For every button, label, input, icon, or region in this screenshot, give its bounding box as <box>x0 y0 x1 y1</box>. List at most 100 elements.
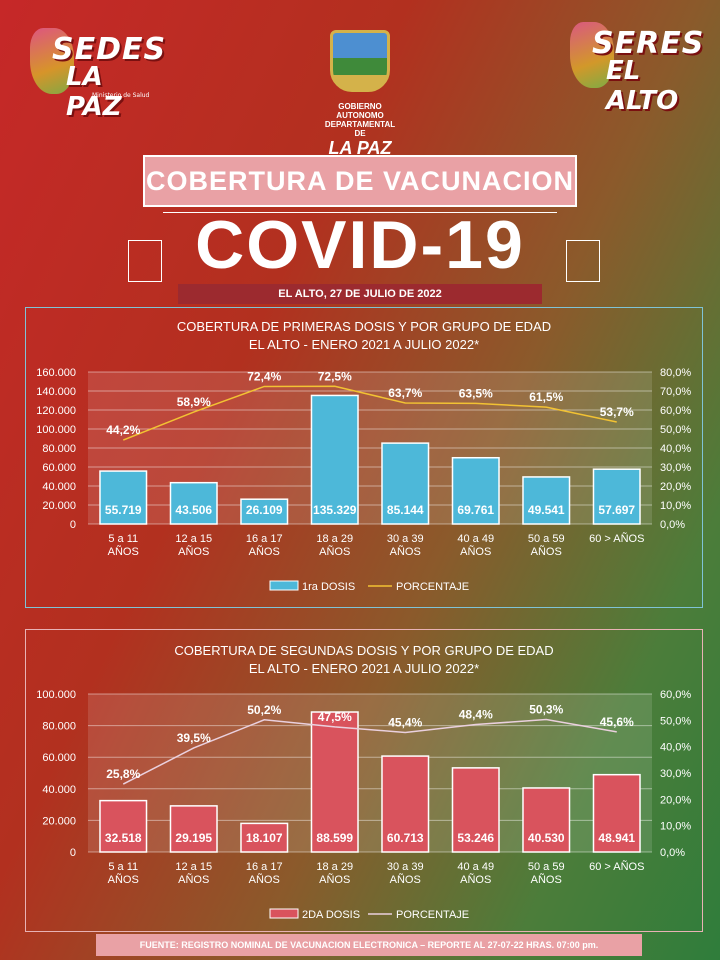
y-tick-label: 160.000 <box>36 367 76 379</box>
bar <box>99 799 148 853</box>
second-dose-chart: 0 20.000 40.000 60.000 80.000 100.000 0,0% 10,0… <box>36 689 691 921</box>
source-footnote: FUENTE: REGISTRO NOMINAL DE VACUNACION E… <box>96 934 642 956</box>
y-tick-label: 80.000 <box>42 443 76 455</box>
chart-subtitle: EL ALTO - ENERO 2021 A JULIO 2022* <box>248 661 480 676</box>
bar <box>240 498 289 525</box>
x-tick-label: 50 a 59 <box>528 861 565 873</box>
x-tick-label: AÑOS <box>390 545 421 558</box>
x-tick-label: 40 a 49 <box>457 533 494 545</box>
legend-swatch-bar <box>269 908 299 919</box>
bar-value-label: 135.329 <box>313 503 357 517</box>
x-tick-label: AÑOS <box>531 545 562 558</box>
legend-label: PORCENTAJE <box>396 909 469 921</box>
x-tick-label: AÑOS <box>178 545 209 558</box>
bar-value-label: 49.541 <box>528 503 565 517</box>
x-tick-label: 5 a 11 <box>108 861 138 873</box>
y2-tick-label: 0,0% <box>660 847 685 859</box>
y2-tick-label: 20,0% <box>660 481 691 493</box>
y2-tick-label: 70,0% <box>660 386 691 398</box>
x-tick-label: 60 > AÑOS <box>589 532 644 545</box>
x-tick-label: 60 > AÑOS <box>589 860 644 873</box>
y2-tick-label: 30,0% <box>660 768 691 780</box>
bar-value-label: 29.195 <box>175 831 212 845</box>
x-tick-label: 18 a 29 <box>316 861 353 873</box>
x-tick-label: AÑOS <box>108 545 139 558</box>
coat-of-arms-icon <box>330 30 390 92</box>
y2-tick-label: 20,0% <box>660 794 691 806</box>
legend-label: 2DA DOSIS <box>302 909 360 921</box>
bar-value-label: 40.530 <box>528 831 565 845</box>
frame-box-left <box>128 240 162 282</box>
y-tick-label: 100.000 <box>36 424 76 436</box>
bar-value-label: 26.109 <box>246 503 283 517</box>
y2-tick-label: 40,0% <box>660 742 691 754</box>
percentage-line <box>122 718 617 785</box>
percentage-label: 39,5% <box>177 731 211 745</box>
percentage-label: 50,3% <box>529 703 563 717</box>
y-tick-label: 40.000 <box>42 481 76 493</box>
x-tick-label: AÑOS <box>460 873 491 886</box>
frame-box-right <box>566 240 600 282</box>
bar-value-label: 69.761 <box>457 503 494 517</box>
percentage-label: 72,5% <box>318 369 352 383</box>
percentage-label: 63,7% <box>388 386 422 400</box>
y2-tick-label: 0,0% <box>660 519 685 531</box>
bar <box>240 822 289 853</box>
bar <box>381 442 430 525</box>
y2-tick-label: 30,0% <box>660 462 691 474</box>
legend-label: 1ra DOSIS <box>302 581 355 593</box>
x-tick-label: 12 a 15 <box>175 861 212 873</box>
y-tick-label: 80.000 <box>42 721 76 733</box>
covid-19-banner: COVID-19 <box>195 207 525 283</box>
percentage-label: 45,6% <box>600 715 634 729</box>
percentage-label: 44,2% <box>106 423 140 437</box>
x-tick-label: 16 a 17 <box>246 861 283 873</box>
y-tick-label: 140.000 <box>36 386 76 398</box>
legend-label: PORCENTAJE <box>396 581 469 593</box>
x-tick-label: 16 a 17 <box>246 533 283 545</box>
bar-value-label: 53.246 <box>457 831 494 845</box>
bolivia-map-icon <box>30 28 74 94</box>
y-tick-label: 40.000 <box>42 784 76 796</box>
percentage-label: 50,2% <box>247 703 281 717</box>
y-tick-label: 120.000 <box>36 405 76 417</box>
percentage-line <box>122 385 617 441</box>
percentage-label: 72,4% <box>247 369 281 383</box>
first-dose-chart: 0 20.000 40.000 60.000 80.000 100.000 120.000 1… <box>36 367 691 593</box>
bar <box>169 805 218 853</box>
page-title: COBERTURA DE VACUNACION <box>143 155 577 207</box>
percentage-label: 25,8% <box>106 767 140 781</box>
bar-value-label: 60.713 <box>387 831 424 845</box>
y2-tick-label: 80,0% <box>660 367 691 379</box>
sedes-la-paz-logo: SEDES LA PAZ Ministerio de Salud <box>30 28 165 122</box>
y-tick-label: 20.000 <box>42 815 76 827</box>
bar <box>451 456 500 525</box>
bar <box>310 394 359 525</box>
bar <box>522 787 571 853</box>
bar <box>451 767 500 853</box>
x-tick-label: AÑOS <box>531 873 562 886</box>
x-tick-label: AÑOS <box>249 873 280 886</box>
bar <box>592 773 641 853</box>
percentage-label: 63,5% <box>459 386 493 400</box>
bar-value-label: 18.107 <box>246 831 283 845</box>
first-dose-chart-panel: COBERTURA DE PRIMERAS DOSIS Y POR GRUPO … <box>25 307 703 608</box>
y2-tick-label: 60,0% <box>660 405 691 417</box>
x-tick-label: 30 a 39 <box>387 533 424 545</box>
chart-title: COBERTURA DE PRIMERAS DOSIS Y POR GRUPO … <box>176 319 552 334</box>
x-tick-label: AÑOS <box>249 545 280 558</box>
x-tick-label: 5 a 11 <box>108 533 138 545</box>
y2-tick-label: 50,0% <box>660 424 691 436</box>
bar-value-label: 48.941 <box>598 831 635 845</box>
seres-el-alto-logo: SERES EL ALTO <box>570 22 710 116</box>
y-tick-label: 0 <box>70 519 76 531</box>
report-date: EL ALTO, 27 DE JULIO DE 2022 <box>178 284 542 304</box>
percentage-label: 53,7% <box>600 405 634 419</box>
y2-tick-label: 50,0% <box>660 715 691 727</box>
bar-value-label: 88.599 <box>316 831 353 845</box>
bar-value-label: 43.506 <box>175 503 212 517</box>
x-tick-label: 50 a 59 <box>528 533 565 545</box>
x-tick-label: AÑOS <box>178 873 209 886</box>
bar-value-label: 85.144 <box>387 503 424 517</box>
bar <box>310 711 359 853</box>
